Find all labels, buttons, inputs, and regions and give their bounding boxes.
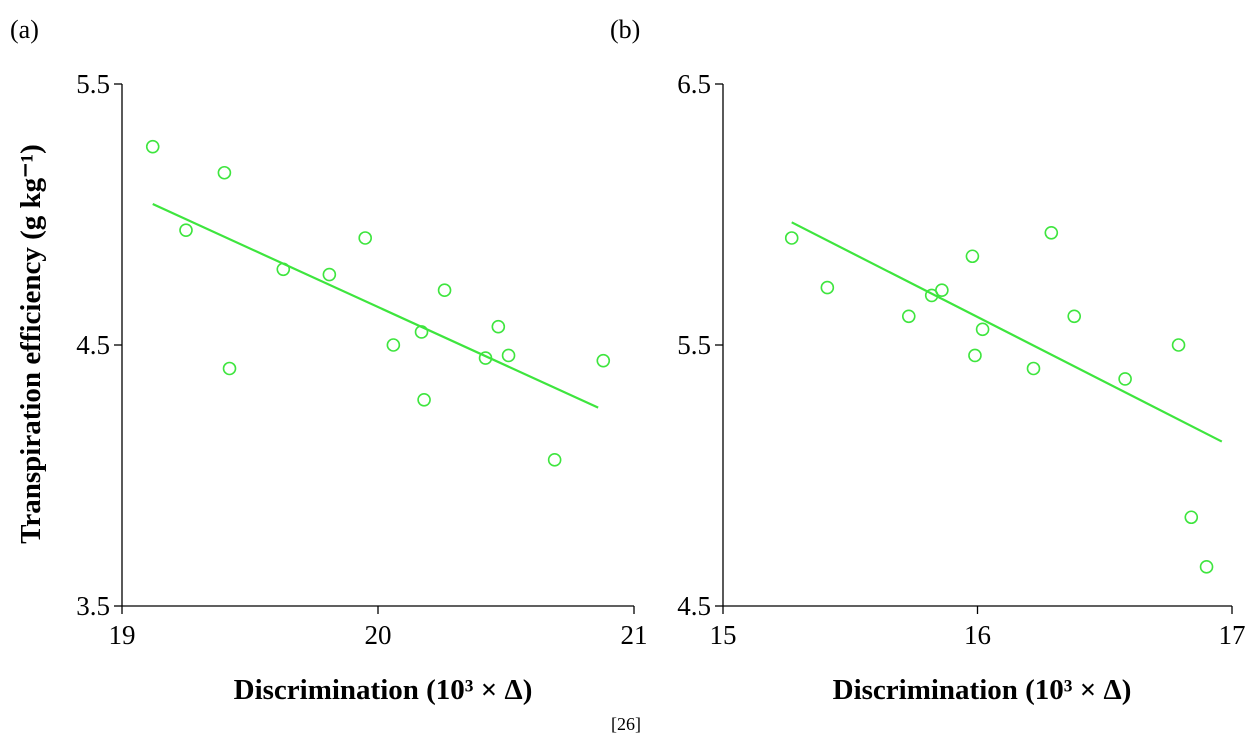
x-tick-label: 19 (109, 620, 136, 650)
data-point (901, 309, 916, 324)
data-point (1184, 510, 1199, 525)
data-point (491, 319, 506, 334)
data-point (820, 280, 835, 295)
y-tick-label: 6.5 (677, 69, 711, 99)
y-tick-label: 5.5 (76, 69, 110, 99)
data-point (501, 348, 516, 363)
y-tick-label: 5.5 (677, 330, 711, 360)
data-point (1044, 225, 1059, 240)
data-point (935, 283, 949, 297)
data-point (1118, 372, 1132, 386)
data-point (1199, 560, 1214, 574)
data-point (179, 223, 193, 237)
x-tick-label: 15 (710, 620, 737, 650)
data-point (1067, 309, 1082, 324)
data-point (417, 393, 431, 407)
data-point (547, 453, 562, 467)
x-axis-title: Discrimination (10³ × Δ) (234, 674, 533, 706)
data-point (145, 139, 160, 154)
trend-line (791, 221, 1223, 443)
data-point (784, 231, 799, 245)
y-tick-label: 3.5 (76, 591, 110, 621)
data-point (975, 322, 990, 337)
data-point (222, 361, 237, 376)
y-tick-label: 4.5 (677, 591, 711, 621)
data-point (276, 262, 291, 277)
panel-label: (a) (10, 15, 39, 44)
panel-b: (b) 4.5 5.5 6.5 15 16 17 Discrimination (10³ × … (610, 15, 1246, 706)
x-tick-label: 20 (365, 620, 392, 650)
data-point (596, 353, 611, 368)
data-point (478, 351, 493, 365)
data-point (437, 283, 452, 297)
source-reference: [26] (611, 714, 641, 734)
data-point (968, 348, 982, 363)
data-point (414, 325, 429, 339)
panel-label: (b) (610, 15, 640, 44)
data-point (1026, 361, 1041, 376)
data-point (965, 249, 980, 264)
data-point (1171, 338, 1186, 352)
x-axis-title: Discrimination (10³ × Δ) (833, 674, 1132, 706)
x-tick-label: 16 (964, 620, 991, 650)
data-point (322, 267, 337, 282)
y-tick-label: 4.5 (76, 330, 110, 360)
trend-line (152, 203, 599, 409)
data-point (358, 231, 373, 245)
data-point (217, 165, 232, 180)
panel-a: (a) 3.5 4.5 5.5 19 20 21 Discrimination (10³ × … (10, 15, 648, 706)
x-tick-label: 17 (1219, 620, 1246, 650)
x-tick-label: 21 (621, 620, 648, 650)
y-axis-title: Transpiration efficiency (g kg⁻¹) (15, 144, 47, 544)
data-point (386, 338, 401, 352)
